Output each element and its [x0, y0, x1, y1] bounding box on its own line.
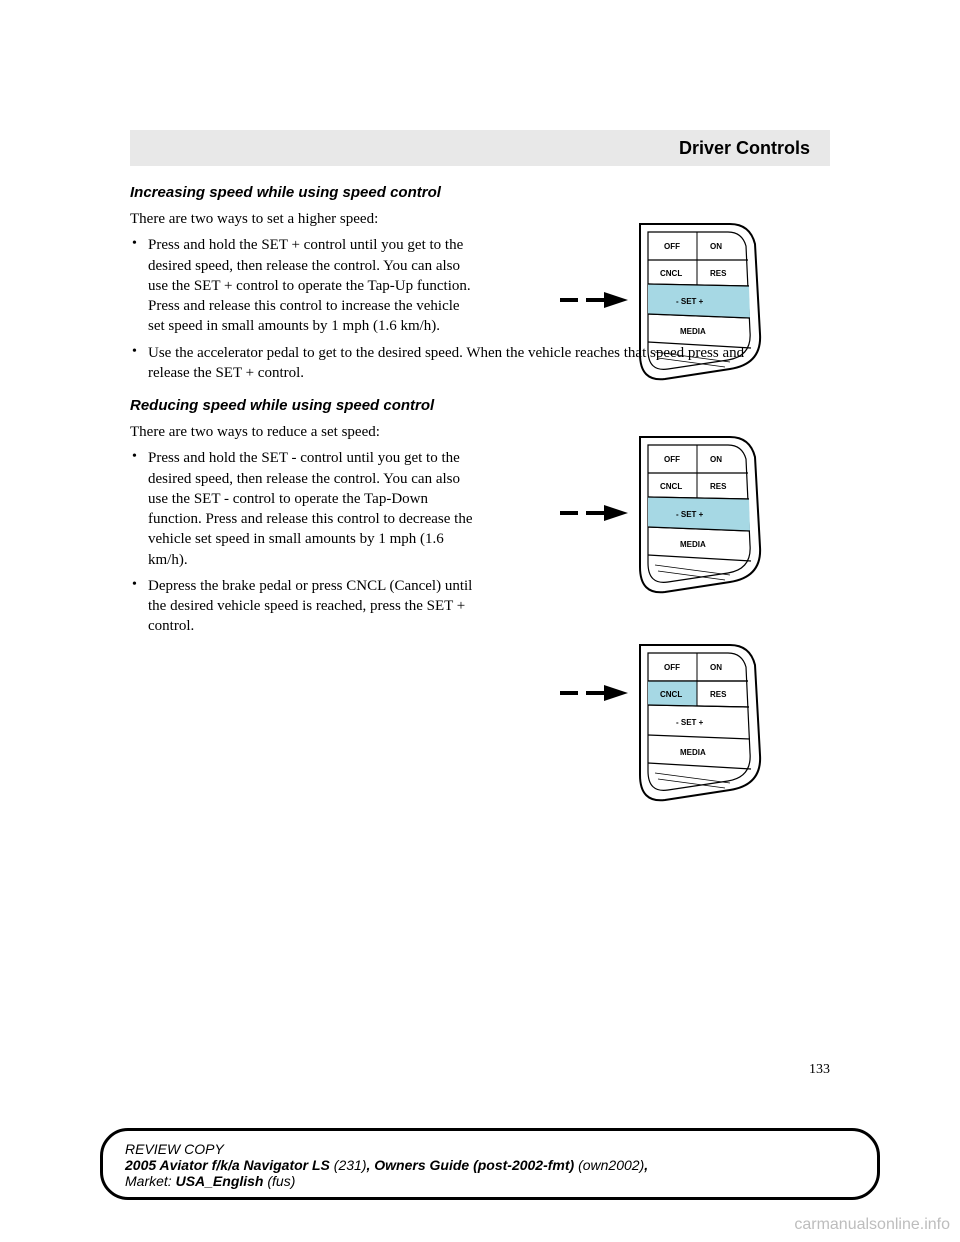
- svg-text:CNCL: CNCL: [660, 690, 682, 699]
- svg-text:ON: ON: [710, 455, 722, 464]
- watermark: carmanualsonline.info: [794, 1216, 950, 1234]
- bullet-2b: Depress the brake pedal or press CNCL (C…: [130, 576, 475, 637]
- intro-text-2: There are two ways to reduce a set speed…: [130, 422, 485, 442]
- subheading-increasing: Increasing speed while using speed contr…: [130, 184, 830, 201]
- arrow-indicator: [560, 505, 628, 521]
- intro-text-1: There are two ways to set a higher speed…: [130, 209, 485, 229]
- bullet-1b: Use the accelerator pedal to get to the …: [130, 343, 770, 384]
- footer-review-copy: REVIEW COPY: [125, 1141, 855, 1157]
- subheading-reducing: Reducing speed while using speed control: [130, 397, 830, 414]
- header-bar: Driver Controls: [130, 130, 830, 166]
- svg-text:ON: ON: [710, 663, 722, 672]
- section-title: Driver Controls: [679, 138, 810, 159]
- svg-text:RES: RES: [710, 690, 727, 699]
- footer-line2: 2005 Aviator f/k/a Navigator LS (231), O…: [125, 1157, 855, 1173]
- svg-text:RES: RES: [710, 482, 727, 491]
- arrow-indicator: [560, 292, 628, 308]
- control-illustration-2: OFF ON CNCL RES - SET + MEDIA: [560, 427, 770, 612]
- label-res: RES: [710, 269, 727, 278]
- svg-text:OFF: OFF: [664, 455, 680, 464]
- label-set: - SET +: [676, 297, 704, 306]
- control-illustration-3: OFF ON CNCL RES - SET + MEDIA: [560, 635, 770, 820]
- page-number: 133: [130, 1062, 830, 1078]
- label-cncl: CNCL: [660, 269, 682, 278]
- label-off: OFF: [664, 242, 680, 251]
- arrow-indicator: [560, 685, 628, 701]
- section-reducing-speed: Reducing speed while using speed control…: [130, 397, 830, 637]
- label-media: MEDIA: [680, 327, 706, 336]
- label-on: ON: [710, 242, 722, 251]
- bullet-1a: Press and hold the SET + control until y…: [130, 235, 475, 336]
- footer-line3: Market: USA_English (fus): [125, 1173, 855, 1189]
- svg-text:MEDIA: MEDIA: [680, 748, 706, 757]
- svg-text:OFF: OFF: [664, 663, 680, 672]
- section-increasing-speed: Increasing speed while using speed contr…: [130, 184, 830, 383]
- svg-text:- SET +: - SET +: [676, 510, 704, 519]
- bullet-2a: Press and hold the SET - control until y…: [130, 448, 475, 570]
- svg-text:CNCL: CNCL: [660, 482, 682, 491]
- page-content: Driver Controls Increasing speed while u…: [130, 130, 830, 637]
- footer-box: REVIEW COPY 2005 Aviator f/k/a Navigator…: [100, 1128, 880, 1200]
- svg-text:MEDIA: MEDIA: [680, 540, 706, 549]
- svg-text:- SET +: - SET +: [676, 718, 704, 727]
